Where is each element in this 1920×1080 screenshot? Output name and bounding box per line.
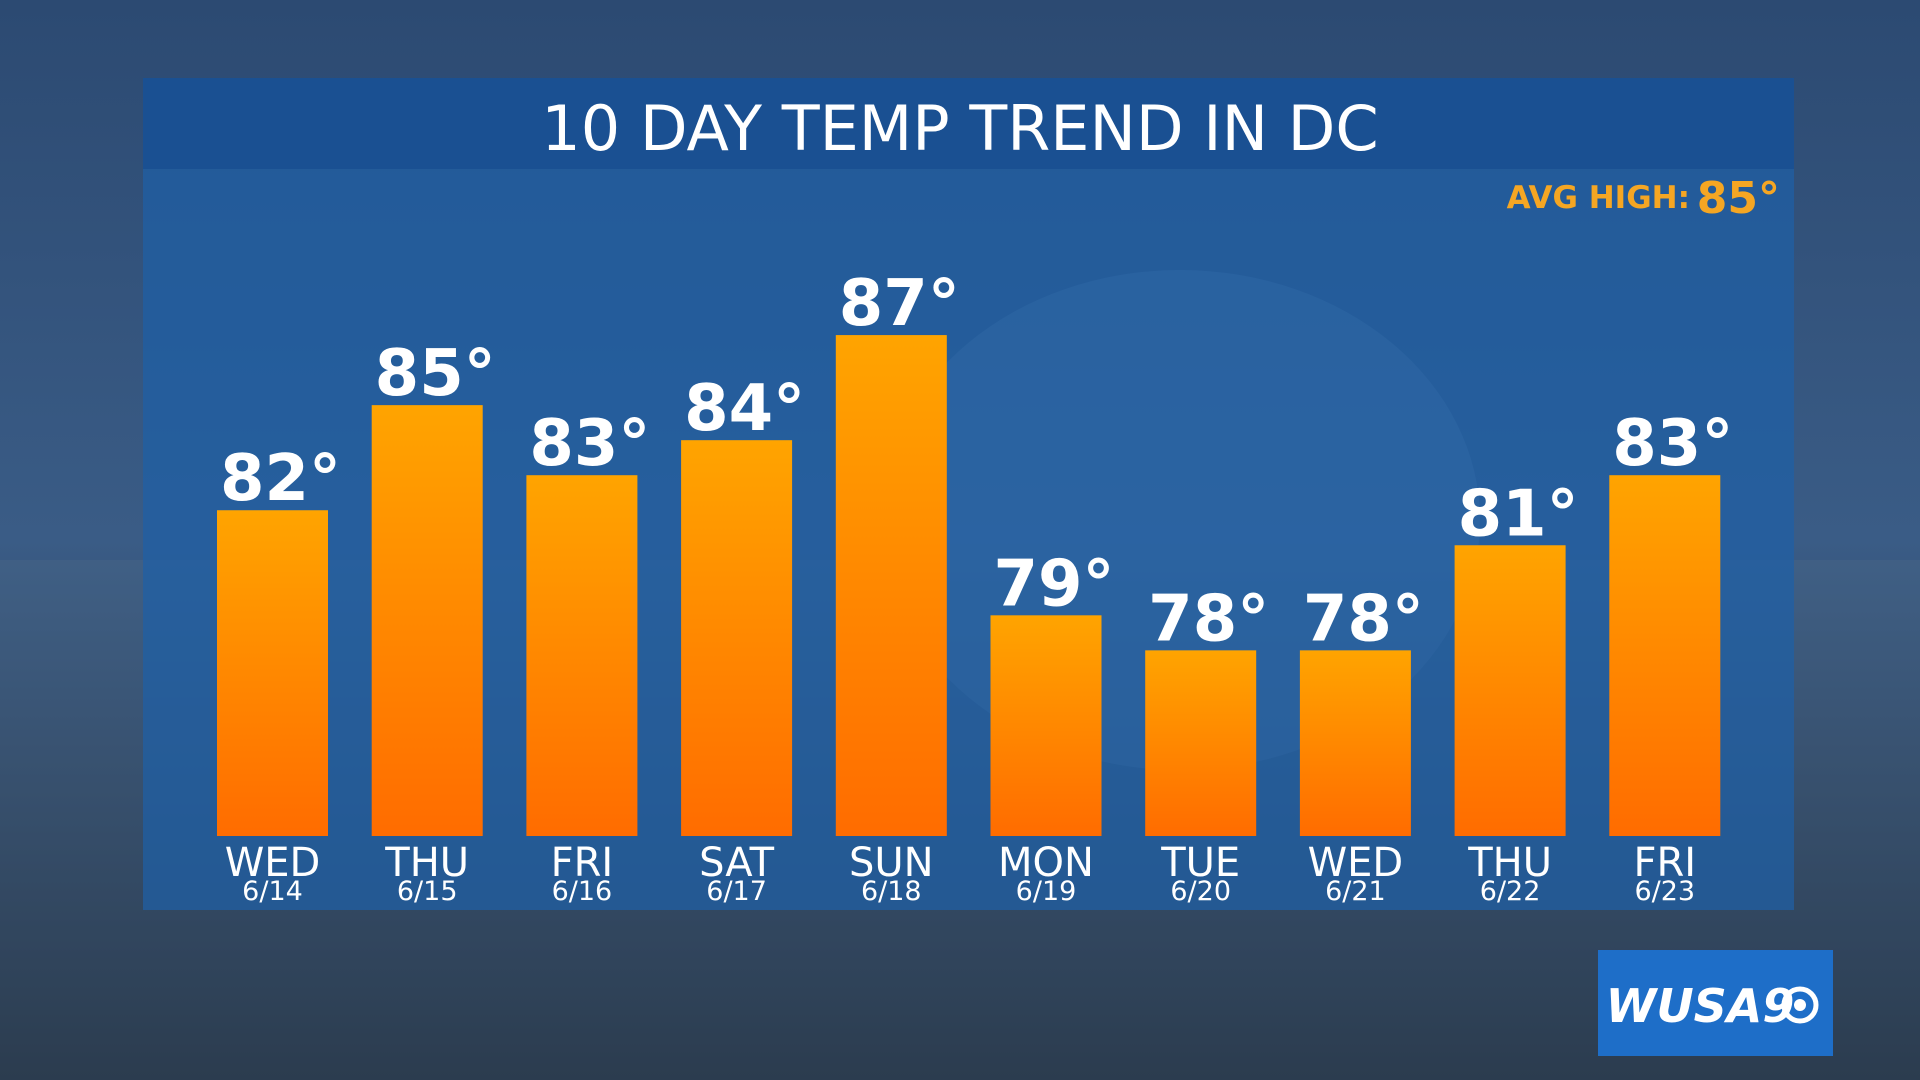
value-label: 83° bbox=[529, 407, 650, 481]
logo-box bbox=[1598, 950, 1833, 1056]
logo: WUSA9 bbox=[1606, 979, 1795, 1033]
date-label: 6/14 bbox=[242, 876, 303, 907]
x-tick-label: FRI bbox=[1633, 840, 1696, 886]
value-label: 87° bbox=[839, 267, 960, 341]
value-label: 79° bbox=[993, 547, 1114, 621]
value-label: 83° bbox=[1612, 407, 1733, 481]
x-tick-label: THU bbox=[384, 840, 469, 886]
logo-pupil bbox=[1794, 999, 1806, 1011]
logo-eye bbox=[1781, 986, 1819, 1024]
value-label: 78° bbox=[1148, 582, 1269, 656]
bar bbox=[526, 475, 638, 836]
x-tick-label: WED bbox=[1308, 840, 1404, 886]
bar bbox=[835, 335, 947, 836]
date-label: 6/21 bbox=[1325, 876, 1386, 907]
chart-title: 10 DAY TEMP TREND IN DC bbox=[541, 92, 1378, 165]
date-label: 6/15 bbox=[397, 876, 458, 907]
bar bbox=[1145, 650, 1257, 836]
x-tick-label: TUE bbox=[1160, 840, 1240, 886]
date-label: 6/22 bbox=[1480, 876, 1541, 907]
bar bbox=[681, 440, 793, 836]
x-tick-label: THU bbox=[1467, 840, 1552, 886]
x-tick-label: SAT bbox=[699, 840, 774, 886]
date-label: 6/23 bbox=[1634, 876, 1695, 907]
bar bbox=[371, 405, 483, 836]
value-label: 78° bbox=[1303, 582, 1424, 656]
bar bbox=[1609, 475, 1721, 836]
title-bar bbox=[143, 78, 1794, 169]
x-tick-label: MON bbox=[998, 840, 1094, 886]
annotation-label: AVG HIGH: bbox=[1507, 180, 1690, 216]
annotation-value: 85° bbox=[1697, 173, 1780, 224]
date-label: 6/16 bbox=[552, 876, 613, 907]
bar bbox=[1299, 650, 1411, 836]
bar bbox=[217, 510, 328, 836]
value-label: 82° bbox=[220, 442, 341, 516]
date-label: 6/20 bbox=[1170, 876, 1231, 907]
x-tick-label: SUN bbox=[849, 840, 934, 886]
bar bbox=[990, 615, 1102, 836]
date-label: 6/19 bbox=[1016, 876, 1077, 907]
date-label: 6/17 bbox=[706, 876, 767, 907]
x-tick-label: FRI bbox=[551, 840, 614, 886]
date-label: 6/18 bbox=[861, 876, 922, 907]
bar bbox=[1454, 545, 1566, 836]
x-tick-label: WED bbox=[225, 840, 321, 886]
value-label: 81° bbox=[1458, 477, 1579, 551]
value-label: 85° bbox=[375, 337, 496, 411]
value-label: 84° bbox=[684, 372, 805, 446]
